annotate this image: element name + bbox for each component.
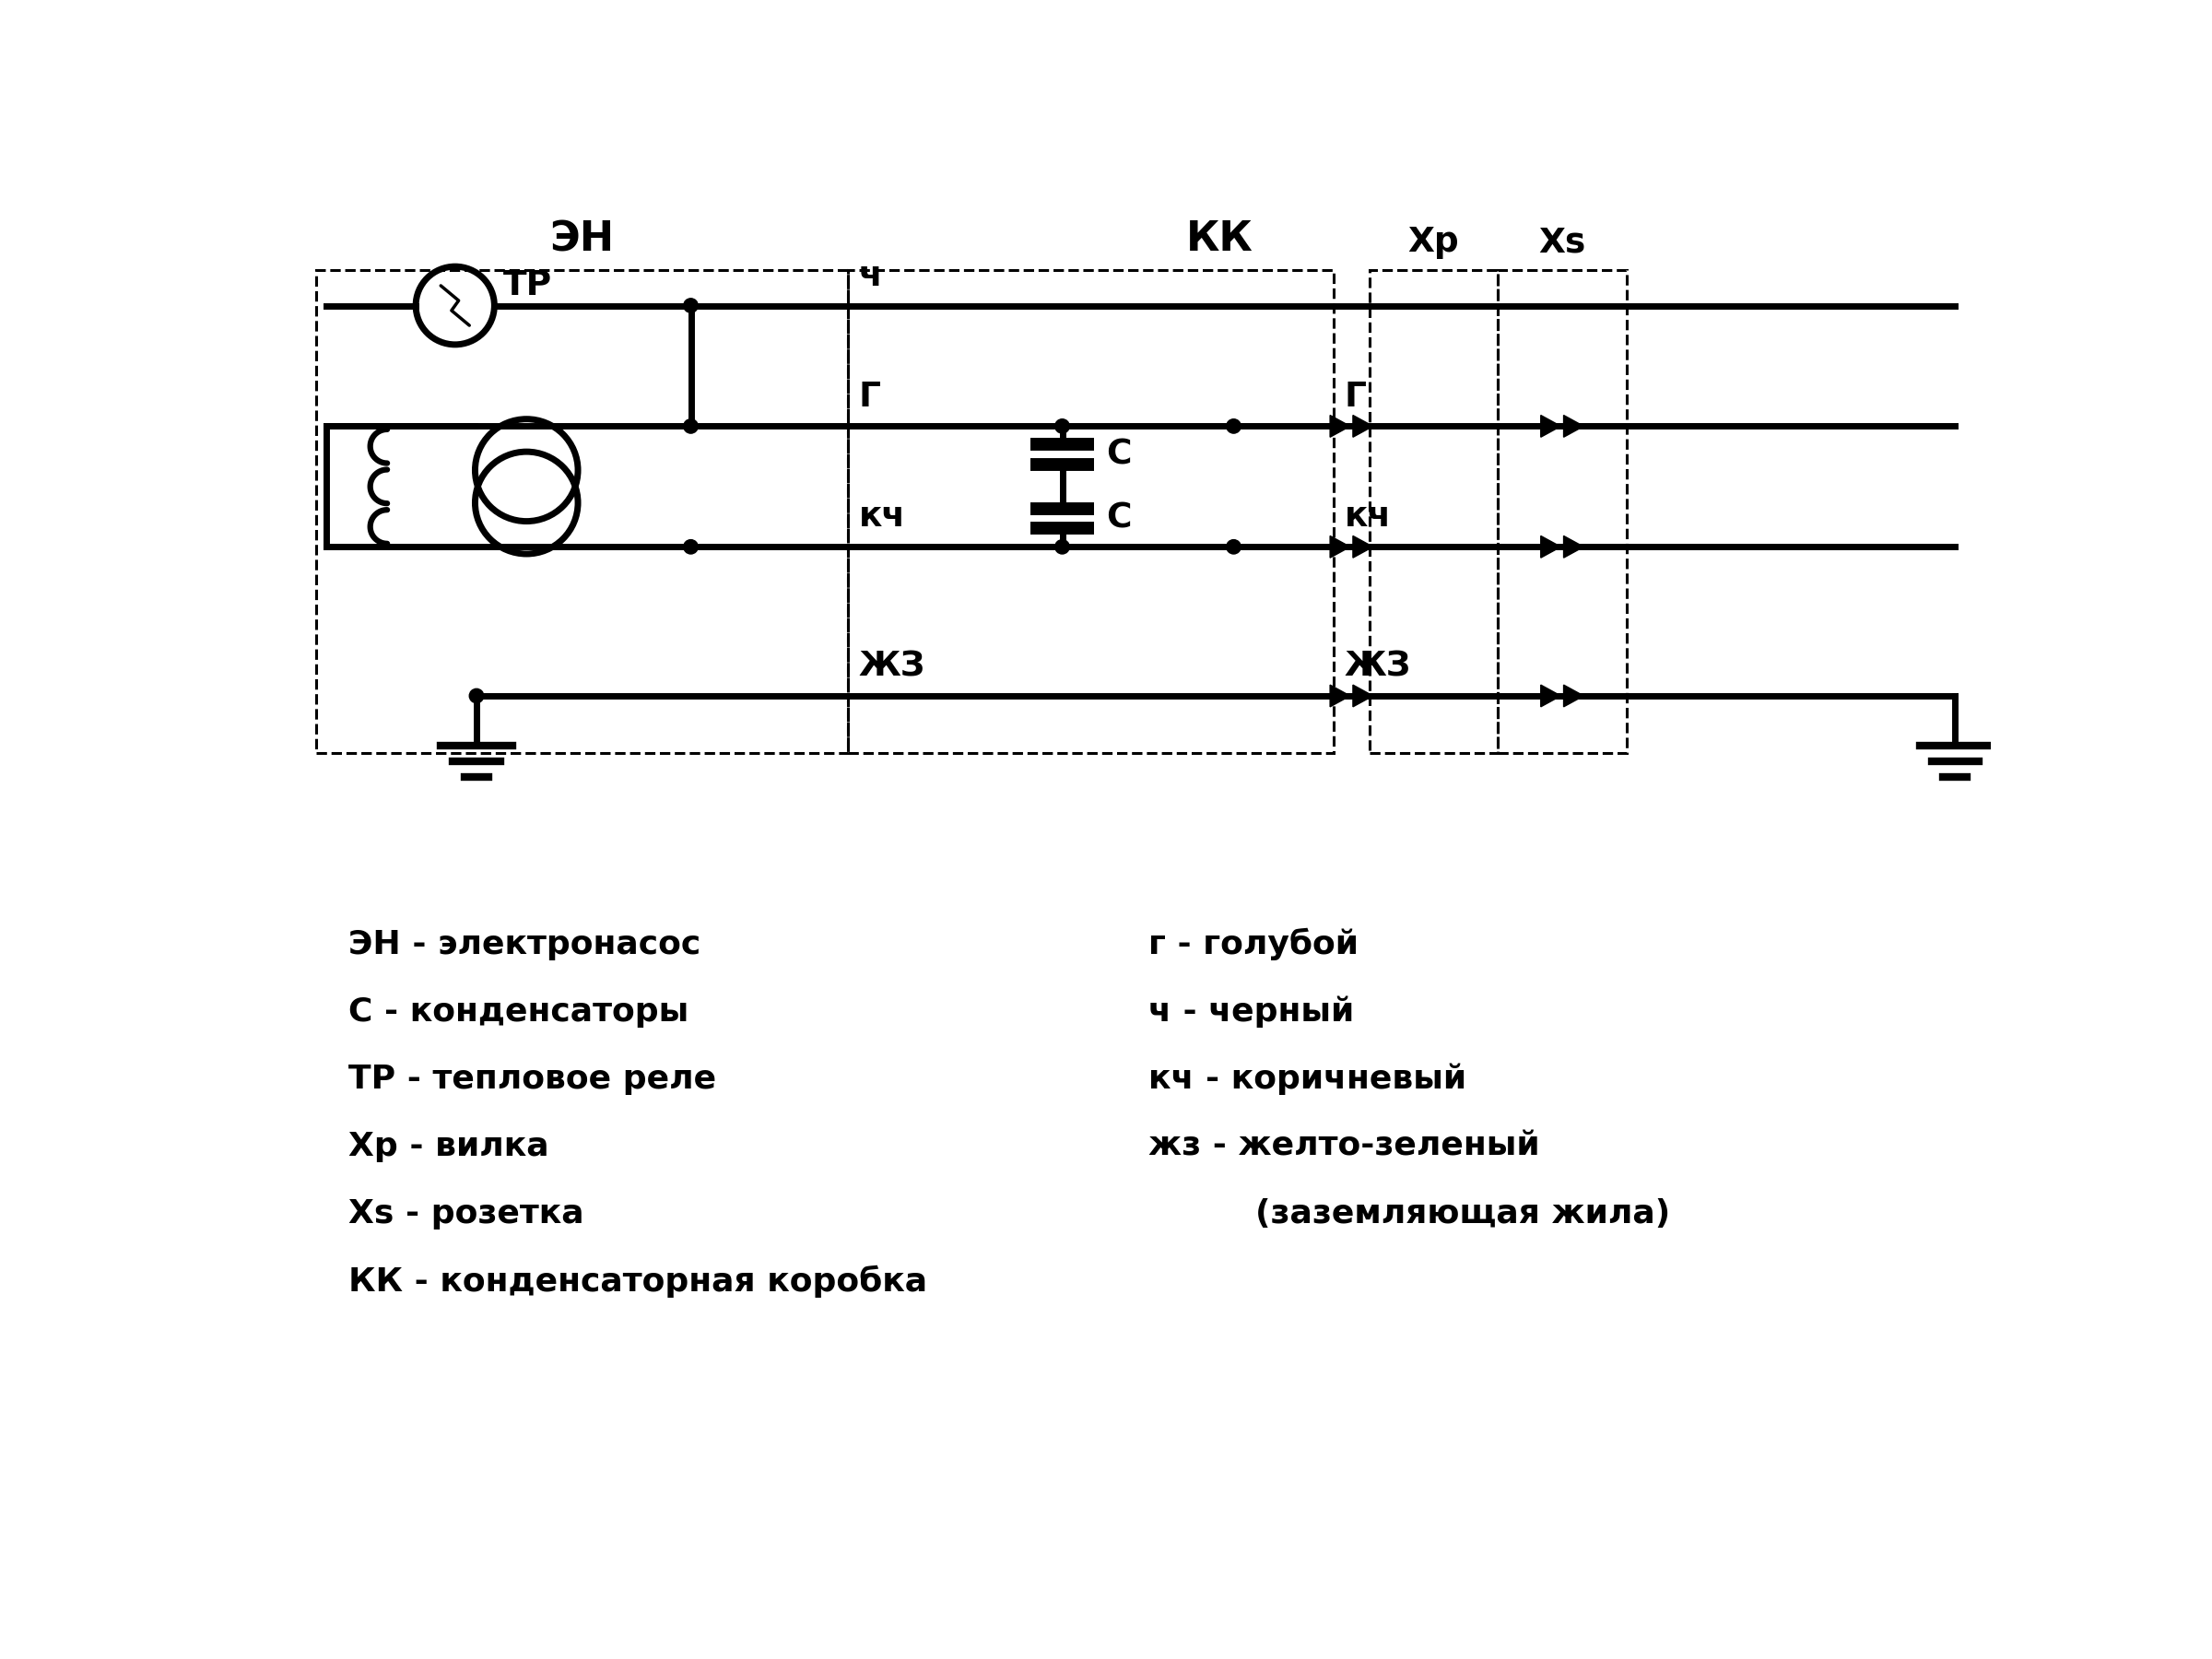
Polygon shape: [1542, 685, 1562, 707]
Bar: [1498, 270, 1626, 753]
Bar: [1369, 270, 1498, 753]
Text: кч: кч: [858, 501, 905, 534]
Text: Xs - розетка: Xs - розетка: [347, 1198, 584, 1229]
Polygon shape: [1542, 536, 1562, 557]
Text: C - конденсаторы: C - конденсаторы: [347, 995, 688, 1027]
Text: ТР: ТР: [502, 269, 553, 302]
Circle shape: [1055, 539, 1068, 554]
Circle shape: [1225, 420, 1241, 433]
Text: ЭН: ЭН: [549, 219, 615, 259]
Text: ТР - тепловое реле: ТР - тепловое реле: [347, 1063, 717, 1095]
Circle shape: [1055, 420, 1068, 433]
Polygon shape: [1564, 536, 1584, 557]
Text: КК: КК: [1186, 219, 1252, 259]
Polygon shape: [1329, 415, 1349, 436]
Text: ЭН - электронасос: ЭН - электронасос: [347, 929, 701, 961]
Text: ч: ч: [858, 259, 883, 292]
Text: ЖЗ: ЖЗ: [858, 650, 925, 684]
Bar: [316, 270, 847, 753]
Text: (заземляющая жила): (заземляющая жила): [1254, 1198, 1670, 1229]
Text: ч - черный: ч - черный: [1148, 995, 1354, 1027]
Circle shape: [469, 688, 484, 703]
Text: C: C: [1106, 438, 1133, 471]
Text: ЖЗ: ЖЗ: [1345, 650, 1411, 684]
Text: Г: Г: [858, 380, 880, 413]
Text: г - голубой: г - голубой: [1148, 927, 1358, 961]
Polygon shape: [1354, 415, 1374, 436]
Polygon shape: [1354, 536, 1374, 557]
Circle shape: [684, 539, 699, 554]
Text: кч - коричневый: кч - коричневый: [1148, 1063, 1467, 1095]
Polygon shape: [1564, 415, 1584, 436]
Text: КК - конденсаторная коробка: КК - конденсаторная коробка: [347, 1266, 927, 1297]
Polygon shape: [1542, 415, 1562, 436]
Polygon shape: [1329, 685, 1349, 707]
Circle shape: [684, 420, 699, 433]
Polygon shape: [1354, 685, 1374, 707]
Text: кч: кч: [1345, 501, 1391, 534]
Circle shape: [1225, 539, 1241, 554]
Text: Xp - вилка: Xp - вилка: [347, 1131, 549, 1163]
Text: Г: Г: [1345, 380, 1367, 413]
Text: жз - желто-зеленый: жз - желто-зеленый: [1148, 1131, 1540, 1163]
Text: Xs: Xs: [1540, 226, 1586, 259]
Text: C: C: [1106, 501, 1133, 534]
Text: Xp: Xp: [1409, 226, 1460, 259]
Bar: [847, 270, 1334, 753]
Polygon shape: [1564, 685, 1584, 707]
Polygon shape: [1329, 536, 1349, 557]
Circle shape: [684, 299, 699, 312]
